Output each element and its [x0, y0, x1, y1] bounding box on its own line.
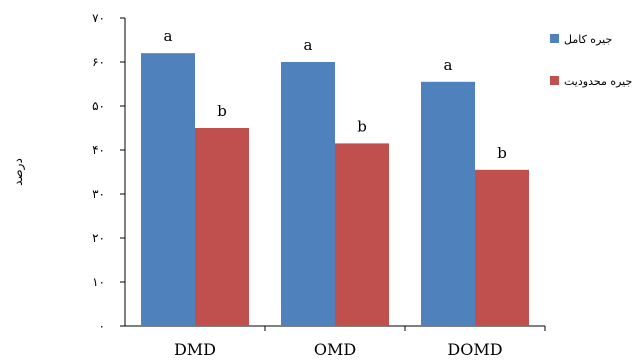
- x-axis-labels: DMD OMD DOMD: [174, 326, 546, 359]
- y-tick-label: ۳۰: [92, 187, 105, 201]
- x-tick-label: OMD: [314, 340, 356, 359]
- y-tick-label: ۱۰: [92, 275, 105, 289]
- y-tick-label: ۵۰: [92, 99, 105, 113]
- x-tick-label: DOMD: [447, 340, 502, 359]
- bar-dmd-series-1: [141, 53, 195, 326]
- bar-domd-series-2: [475, 169, 529, 326]
- significance-label: a: [444, 56, 453, 74]
- y-tick-label: ۰: [99, 319, 105, 333]
- y-tick-label: ۷۰: [92, 11, 105, 25]
- x-tick-label: DMD: [174, 340, 216, 359]
- legend: جیره کامل جیره محدودیت: [550, 33, 632, 88]
- legend-swatch: [550, 76, 559, 85]
- significance-label: b: [357, 117, 367, 135]
- significance-labels: a b a b a b: [164, 27, 507, 162]
- legend-label: جیره محدودیت: [564, 75, 632, 88]
- bar-omd-series-1: [281, 62, 335, 326]
- y-axis-ticks: ۰ ۱۰ ۲۰ ۳۰ ۴۰ ۵۰ ۶۰ ۷۰: [92, 11, 125, 333]
- legend-label: جیره کامل: [564, 33, 612, 46]
- significance-label: b: [497, 144, 507, 162]
- y-tick-label: ۶۰: [92, 55, 105, 69]
- bar-omd-series-2: [335, 143, 389, 326]
- bar-dmd-series-2: [195, 128, 249, 326]
- significance-label: a: [304, 36, 313, 54]
- bar-domd-series-1: [421, 81, 475, 326]
- bar-series: [141, 53, 529, 326]
- significance-label: a: [164, 27, 173, 45]
- y-tick-label: ۲۰: [92, 231, 105, 245]
- y-axis-title: درصد: [11, 158, 26, 186]
- significance-label: b: [217, 102, 227, 120]
- y-tick-label: ۴۰: [92, 143, 105, 157]
- legend-swatch: [550, 34, 559, 43]
